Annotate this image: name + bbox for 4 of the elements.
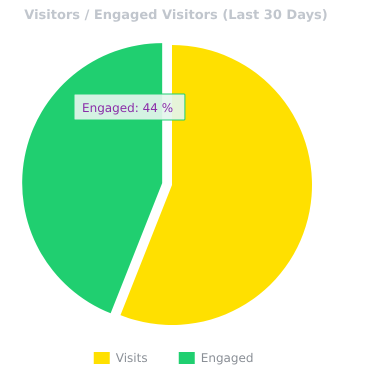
- legend-label: Visits: [116, 351, 148, 365]
- legend-label: Engaged: [200, 351, 254, 365]
- chart-title: Visitors / Engaged Visitors (Last 30 Days): [24, 8, 328, 23]
- text: Engaged: 44 %: [82, 101, 174, 115]
